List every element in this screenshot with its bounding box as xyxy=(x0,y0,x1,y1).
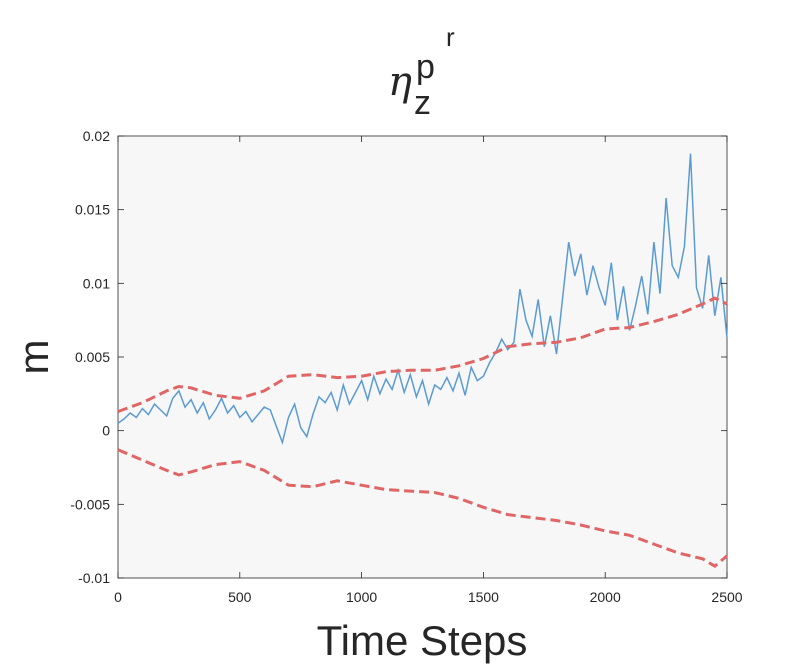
x-tick-label: 0 xyxy=(114,589,122,605)
y-tick-label: 0.005 xyxy=(75,349,110,365)
series-line-2 xyxy=(117,296,728,413)
series-layer xyxy=(117,153,728,569)
title-superscript-sup: r xyxy=(446,22,455,52)
y-tick-label: 0 xyxy=(102,423,110,439)
y-axis-ticks: -0.01 -0.005 0 0.005 0.01 0.015 0.02 xyxy=(70,128,727,586)
x-axis-label: Time Steps xyxy=(317,617,528,664)
chart-title: η z p r xyxy=(388,22,455,122)
x-tick-label: 500 xyxy=(228,589,252,605)
x-tick-label: 1000 xyxy=(346,589,377,605)
title-superscript: p xyxy=(416,48,435,86)
plot-area xyxy=(117,135,728,579)
y-tick-label: 0.01 xyxy=(83,275,110,291)
x-tick-label: 2500 xyxy=(711,589,742,605)
y-axis-label: m xyxy=(10,340,57,375)
series-line-1 xyxy=(117,153,728,446)
title-subscript: z xyxy=(414,84,431,122)
x-axis-ticks: 0 500 1000 1500 2000 2500 xyxy=(114,136,743,605)
y-tick-label: 0.015 xyxy=(75,202,110,218)
series-line-3 xyxy=(117,448,728,569)
y-tick-label: 0.02 xyxy=(83,128,110,144)
y-tick-label: -0.005 xyxy=(70,496,110,512)
x-tick-label: 2000 xyxy=(590,589,621,605)
title-symbol: η xyxy=(388,59,412,105)
y-tick-label: -0.01 xyxy=(78,570,110,586)
x-tick-label: 1500 xyxy=(468,589,499,605)
